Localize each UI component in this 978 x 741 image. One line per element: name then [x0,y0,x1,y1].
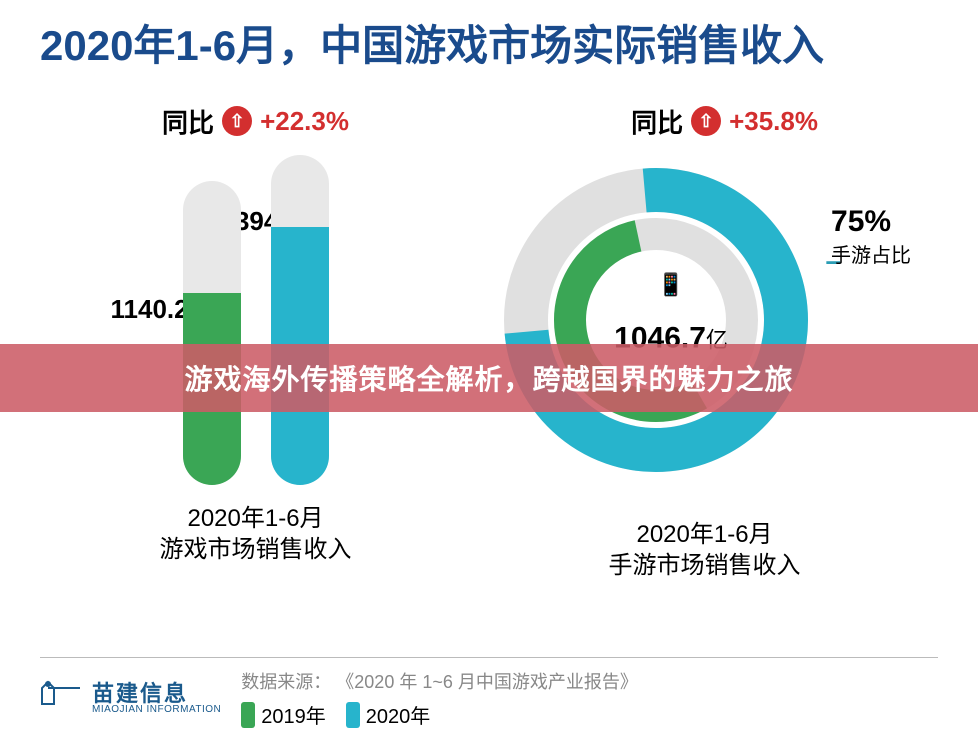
bar-chart-caption: 2020年1-6月 游戏市场销售收入 [40,503,471,565]
growth-label: 同比 [162,103,214,140]
legend-2019: 2019年 [241,700,326,729]
phone-icon: 📱 [657,272,684,298]
bar-2020 [271,155,329,485]
growth-row-left: 同比 ⇧ +22.3% [40,103,471,140]
bar-chart-panel: 同比 ⇧ +22.3% 1394.9亿 1140.2亿 [40,103,471,583]
donut-chart-caption: 2020年1-6月 手游市场销售收入 [471,519,938,581]
growth-label: 同比 [631,103,683,140]
page-title: 2020年1-6月，中国游戏市场实际销售收入 [40,20,938,73]
donut-chart-panel: 同比 ⇧ +35.8% 📱 1046.7亿 [471,103,938,583]
overlay-banner: 游戏海外传播策略全解析，跨越国界的魅力之旅 [0,344,978,412]
growth-pct: +22.3% [260,106,349,137]
logo-icon [40,676,82,721]
bar-2019 [183,155,241,485]
logo-cn: 苗建信息 [92,683,221,705]
donut-svg [491,155,821,485]
arrow-up-icon: ⇧ [222,106,252,136]
charts-row: 同比 ⇧ +22.3% 1394.9亿 1140.2亿 [40,103,938,583]
legend-row: 2019年 2020年 [241,700,938,729]
bar-area: 1394.9亿 1140.2亿 [121,155,391,485]
growth-pct: +35.8% [729,106,818,137]
arrow-up-icon: ⇧ [691,106,721,136]
footer: 苗建信息 MIAOJIAN INFORMATION 数据来源： 《2020 年 … [40,657,938,729]
donut-wrap: 📱 1046.7亿 – 75% 手游占比 [491,155,851,515]
logo-en: MIAOJIAN INFORMATION [92,705,221,715]
donut-callout: 75% 手游占比 [831,205,911,268]
growth-row-right: 同比 ⇧ +35.8% [471,103,938,140]
source-label: 数据来源： [241,672,331,692]
source-block: 数据来源： 《2020 年 1~6 月中国游戏产业报告》 2019年 2020年 [241,668,938,729]
legend-2020: 2020年 [346,700,431,729]
logo-block: 苗建信息 MIAOJIAN INFORMATION [40,676,221,721]
source-text: 《2020 年 1~6 月中国游戏产业报告》 [336,672,638,692]
